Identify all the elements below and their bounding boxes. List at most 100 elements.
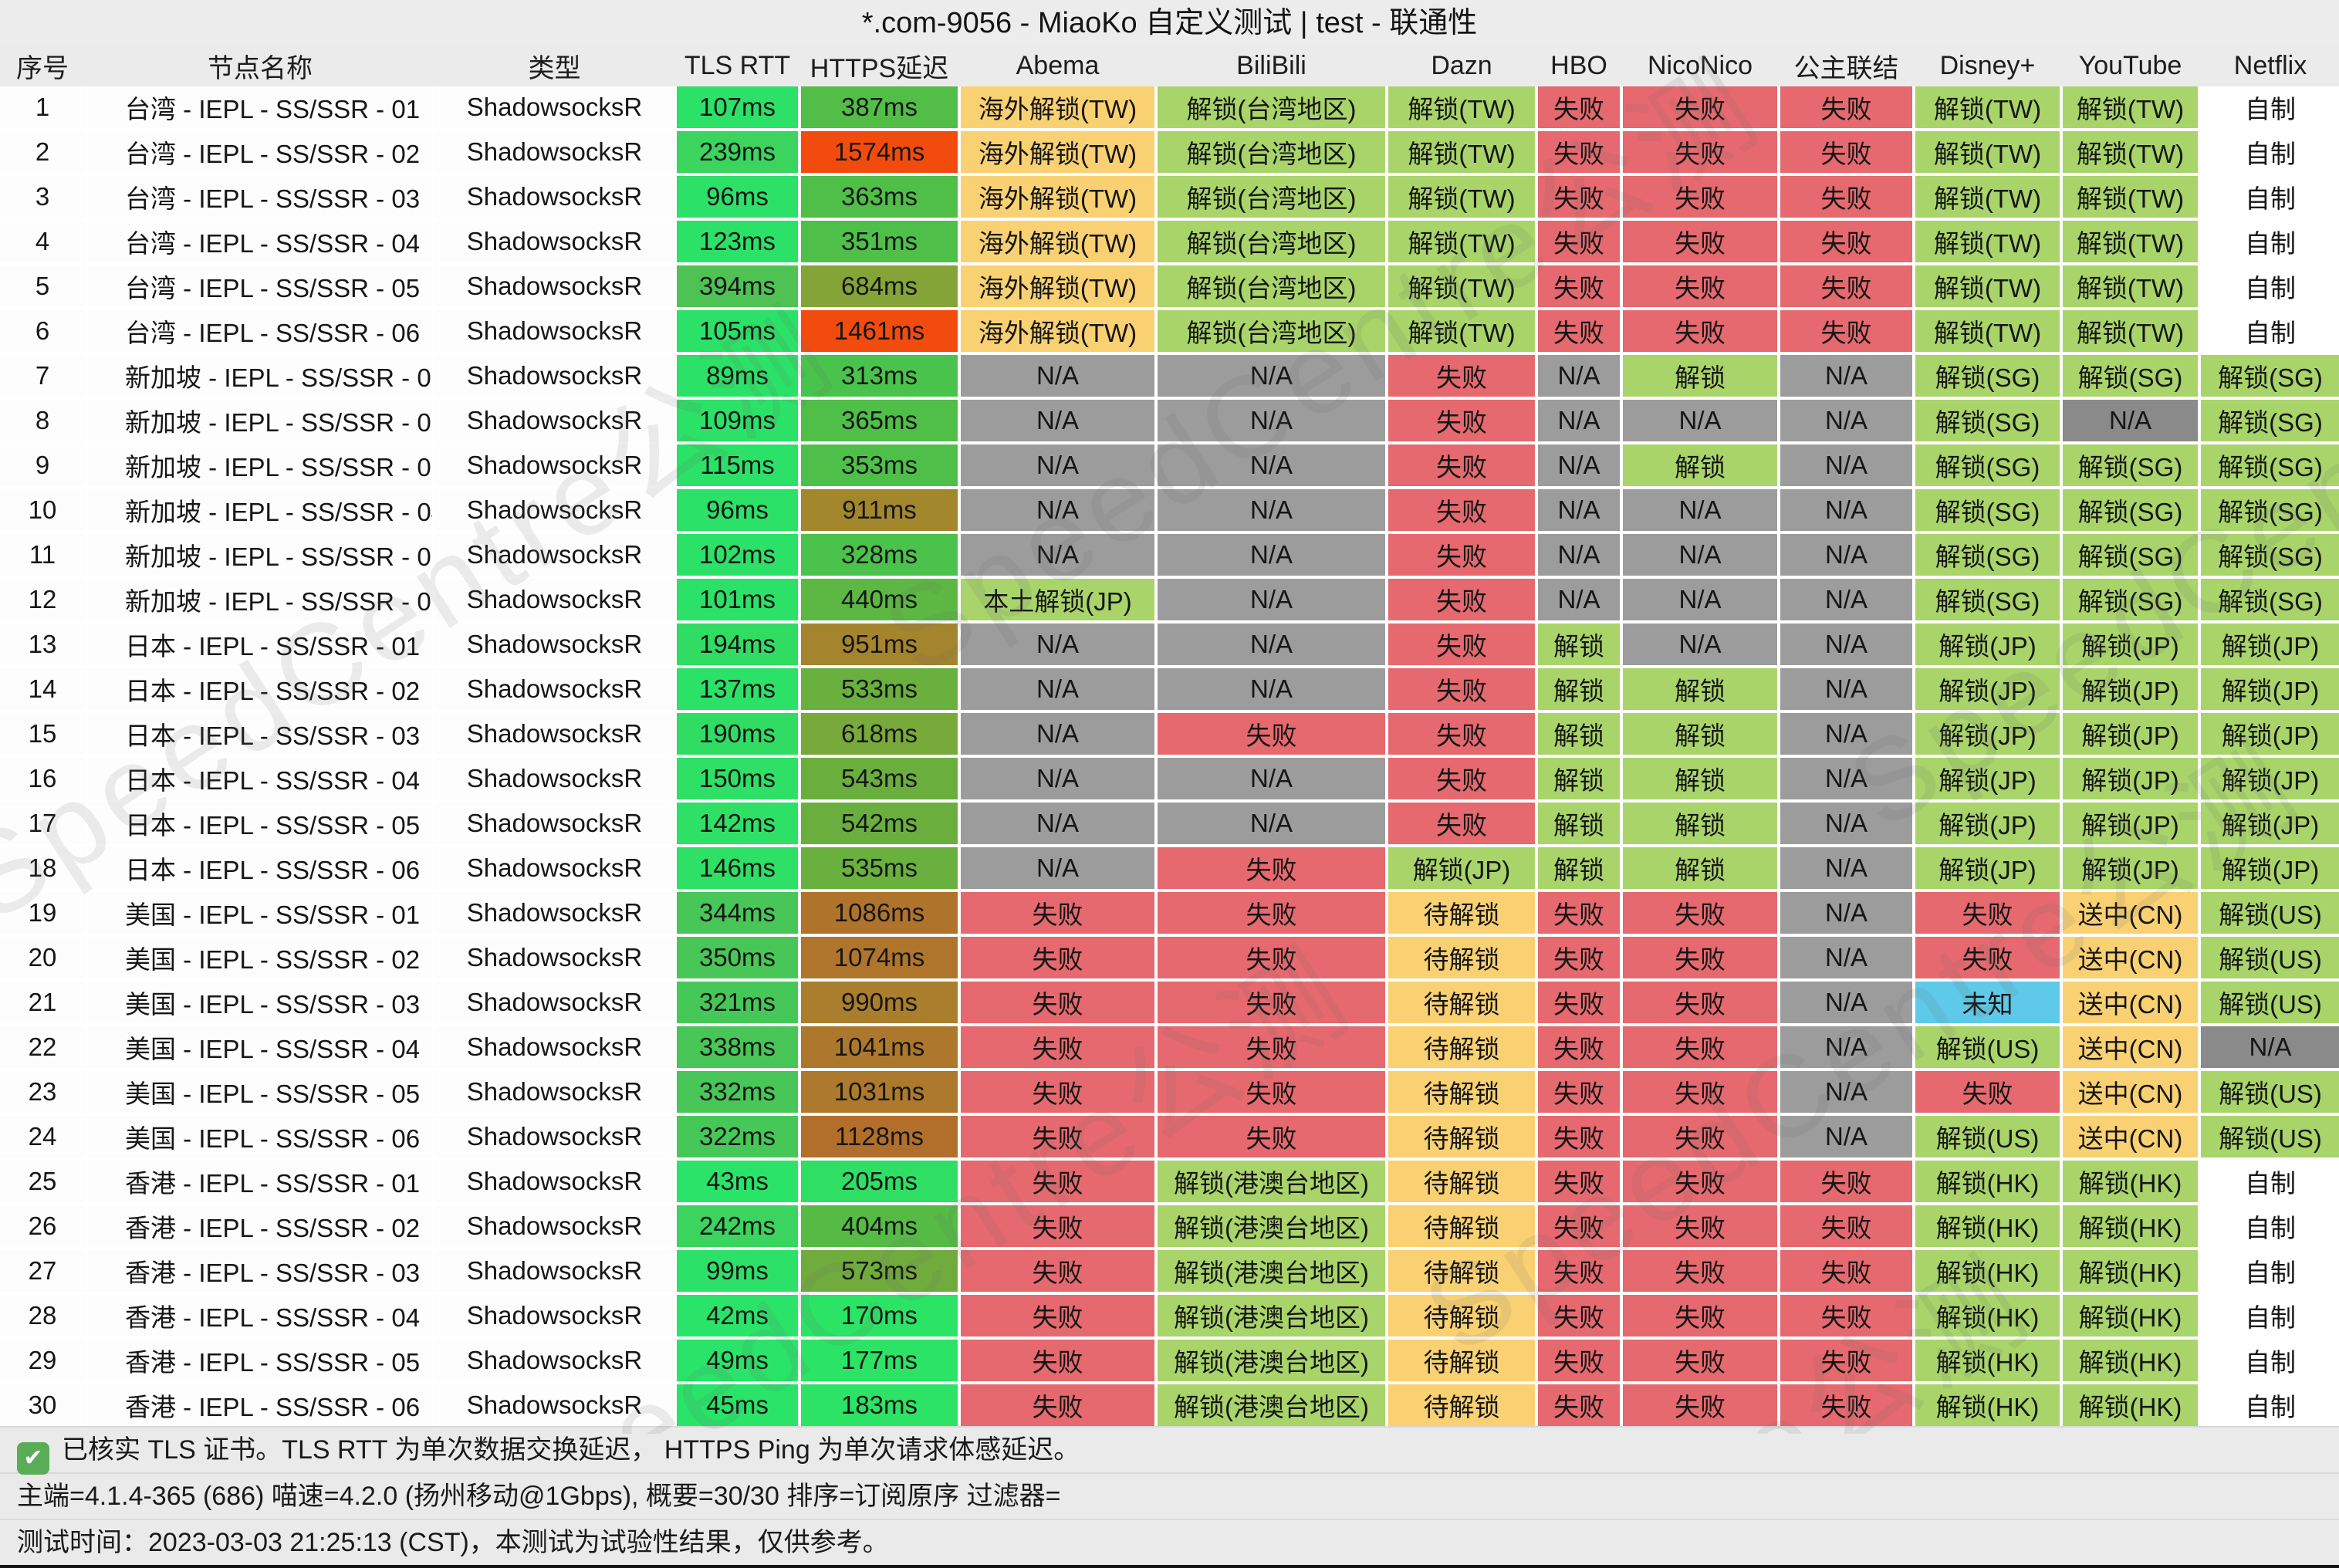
princess-connect-cell: 失败 xyxy=(1780,265,1912,307)
row-index: 1 xyxy=(0,86,85,128)
https-latency-cell: 170ms xyxy=(801,1295,958,1337)
niconico-cell: 失败 xyxy=(1623,1205,1777,1247)
netflix-cell: 自制 xyxy=(2201,1161,2339,1202)
hbo-cell: 失败 xyxy=(1538,265,1620,307)
netflix-cell: 解锁(SG) xyxy=(2201,355,2339,397)
disney-plus-cell: 解锁(HK) xyxy=(1915,1340,2060,1381)
niconico-cell: 失败 xyxy=(1623,892,1777,934)
dazn-cell: 解锁(TW) xyxy=(1388,310,1535,352)
abema-cell: N/A xyxy=(961,758,1154,799)
dazn-cell: 解锁(TW) xyxy=(1388,176,1535,218)
princess-connect-cell: 失败 xyxy=(1780,1250,1912,1292)
bilibili-cell: 解锁(台湾地区) xyxy=(1158,310,1385,352)
dazn-cell: 待解锁 xyxy=(1388,1384,1535,1426)
https-latency-cell: 404ms xyxy=(801,1205,958,1247)
princess-connect-cell: N/A xyxy=(1780,1026,1912,1068)
hbo-cell: 失败 xyxy=(1538,1384,1620,1426)
node-name: 日本 - IEPL - SS/SSR - 04 xyxy=(88,758,432,799)
netflix-cell: 自制 xyxy=(2201,86,2339,128)
bilibili-cell: N/A xyxy=(1158,489,1385,531)
node-name: 新加坡 - IEPL - SS/SSR - 02 xyxy=(88,400,432,441)
tls-rtt-cell: 102ms xyxy=(677,534,798,576)
hbo-cell: 解锁 xyxy=(1538,758,1620,799)
abema-cell: 海外解锁(TW) xyxy=(961,265,1154,307)
col-header-abema: Abema xyxy=(1016,50,1100,80)
node-name: 美国 - IEPL - SS/SSR - 06 xyxy=(88,1116,432,1157)
tls-rtt-cell: 99ms xyxy=(677,1250,798,1292)
princess-connect-cell: N/A xyxy=(1780,444,1912,486)
tls-rtt-cell: 105ms xyxy=(677,310,798,352)
abema-cell: 失败 xyxy=(961,1384,1154,1426)
row-index: 7 xyxy=(0,355,85,397)
col-header-index: 序号 xyxy=(16,53,69,83)
princess-connect-cell: N/A xyxy=(1780,1116,1912,1157)
col-header-bilibili: BiliBili xyxy=(1236,50,1306,80)
node-name: 香港 - IEPL - SS/SSR - 01 xyxy=(88,1161,432,1202)
netflix-cell: 解锁(US) xyxy=(2201,937,2339,978)
node-type: ShadowsocksR xyxy=(435,1116,674,1157)
niconico-cell: 失败 xyxy=(1623,1071,1777,1113)
node-type: ShadowsocksR xyxy=(435,221,674,262)
hbo-cell: 失败 xyxy=(1538,221,1620,262)
https-latency-cell: 183ms xyxy=(801,1384,958,1426)
hbo-cell: N/A xyxy=(1538,534,1620,576)
bilibili-cell: 失败 xyxy=(1158,1116,1385,1157)
niconico-cell: 失败 xyxy=(1623,310,1777,352)
https-latency-cell: 1031ms xyxy=(801,1071,958,1113)
check-icon: ✔ xyxy=(17,1442,49,1475)
bilibili-cell: 解锁(港澳台地区) xyxy=(1158,1384,1385,1426)
tls-rtt-cell: 137ms xyxy=(677,668,798,710)
niconico-cell: N/A xyxy=(1623,400,1777,441)
dazn-cell: 失败 xyxy=(1388,758,1535,799)
dazn-cell: 待解锁 xyxy=(1388,1116,1535,1157)
princess-connect-cell: 失败 xyxy=(1780,86,1912,128)
node-type: ShadowsocksR xyxy=(435,668,674,710)
disney-plus-cell: 解锁(HK) xyxy=(1915,1161,2060,1202)
row-index: 15 xyxy=(0,713,85,755)
row-index: 10 xyxy=(0,489,85,531)
https-latency-cell: 205ms xyxy=(801,1161,958,1202)
netflix-cell: 解锁(US) xyxy=(2201,982,2339,1023)
hbo-cell: 失败 xyxy=(1538,1026,1620,1068)
disney-plus-cell: 解锁(SG) xyxy=(1915,579,2060,620)
abema-cell: 失败 xyxy=(961,892,1154,934)
bilibili-cell: 解锁(港澳台地区) xyxy=(1158,1161,1385,1202)
abema-cell: N/A xyxy=(961,400,1154,441)
footer-note-tls: ✔ 已核实 TLS 证书。TLS RTT 为单次数据交换延迟， HTTPS Pin… xyxy=(0,1426,2339,1475)
row-index: 27 xyxy=(0,1250,85,1292)
tls-rtt-cell: 96ms xyxy=(677,489,798,531)
bilibili-cell: 解锁(港澳台地区) xyxy=(1158,1250,1385,1292)
youtube-cell: 解锁(SG) xyxy=(2063,355,2198,397)
tls-rtt-cell: 101ms xyxy=(677,579,798,620)
https-latency-cell: 353ms xyxy=(801,444,958,486)
dazn-cell: 待解锁 xyxy=(1388,937,1535,978)
hbo-cell: 解锁 xyxy=(1538,847,1620,889)
footer-test-time: 测试时间：2023-03-03 21:25:13 (CST)，本测试为试验性结果… xyxy=(0,1520,2339,1566)
disney-plus-cell: 解锁(TW) xyxy=(1915,310,2060,352)
bilibili-cell: 解锁(台湾地区) xyxy=(1158,131,1385,173)
https-latency-cell: 535ms xyxy=(801,847,958,889)
node-name: 美国 - IEPL - SS/SSR - 04 xyxy=(88,1026,432,1068)
netflix-cell: 解锁(JP) xyxy=(2201,713,2339,755)
netflix-cell: 自制 xyxy=(2201,131,2339,173)
disney-plus-cell: 解锁(SG) xyxy=(1915,444,2060,486)
netflix-cell: 自制 xyxy=(2201,265,2339,307)
disney-plus-cell: 解锁(SG) xyxy=(1915,400,2060,441)
col-header-netflix: Netflix xyxy=(2233,50,2307,80)
bilibili-cell: 解锁(台湾地区) xyxy=(1158,86,1385,128)
dazn-cell: 失败 xyxy=(1388,355,1535,397)
https-latency-cell: 573ms xyxy=(801,1250,958,1292)
princess-connect-cell: 失败 xyxy=(1780,1340,1912,1381)
tls-rtt-cell: 107ms xyxy=(677,86,798,128)
princess-connect-cell: 失败 xyxy=(1780,1161,1912,1202)
node-name: 台湾 - IEPL - SS/SSR - 03 xyxy=(88,176,432,218)
footer: ✔ 已核实 TLS 证书。TLS RTT 为单次数据交换延迟， HTTPS Pin… xyxy=(0,1426,2339,1566)
netflix-cell: 解锁(US) xyxy=(2201,1071,2339,1113)
niconico-cell: 失败 xyxy=(1623,1026,1777,1068)
niconico-cell: 失败 xyxy=(1623,265,1777,307)
disney-plus-cell: 解锁(HK) xyxy=(1915,1295,2060,1337)
dazn-cell: 失败 xyxy=(1388,534,1535,576)
https-latency-cell: 911ms xyxy=(801,489,958,531)
niconico-cell: 失败 xyxy=(1623,1250,1777,1292)
princess-connect-cell: N/A xyxy=(1780,355,1912,397)
